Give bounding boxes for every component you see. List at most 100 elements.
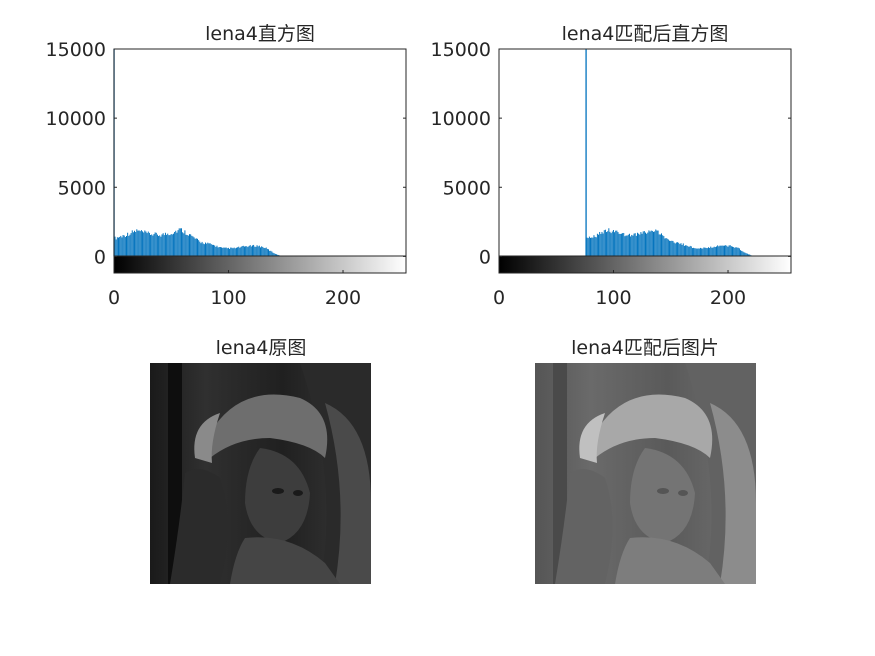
histogram-bar — [672, 240, 674, 257]
histogram-bar — [257, 246, 259, 257]
histogram-bar — [733, 247, 735, 257]
histogram-bar — [205, 242, 207, 257]
histogram-bar — [174, 231, 176, 257]
histogram-bar — [140, 230, 142, 257]
histogram-bar — [128, 235, 130, 257]
histogram-bar — [213, 244, 215, 257]
histogram-bar — [624, 236, 626, 257]
histogram-original: 0 5000 10000 15000 0 100 200 lena4直方图 — [46, 23, 407, 309]
histogram-bar — [130, 233, 132, 257]
histogram-bar — [729, 245, 731, 257]
histogram-bar — [630, 236, 632, 257]
histogram-bar — [207, 242, 209, 257]
histogram-bar — [194, 238, 196, 257]
histogram-bar — [742, 251, 744, 257]
histogram-bar — [595, 237, 597, 257]
histogram-bar — [701, 248, 703, 257]
y-tick-label: 0 — [94, 246, 106, 268]
histogram-bar — [202, 243, 204, 257]
histogram-bar — [606, 232, 608, 257]
histogram-bar — [703, 247, 705, 257]
histogram-bar — [608, 228, 610, 257]
histogram-bar — [135, 231, 137, 257]
histogram-bar — [222, 247, 224, 257]
histogram-bar — [200, 243, 202, 257]
histogram-bar — [119, 236, 121, 257]
histogram-bar — [632, 235, 634, 257]
histogram-bar — [596, 233, 598, 257]
colorbar — [499, 256, 791, 273]
histogram-bar — [131, 230, 133, 257]
histogram-bar — [720, 245, 722, 257]
histogram-bar — [725, 245, 727, 257]
histogram-bar — [628, 233, 630, 257]
chart-title: lena4直方图 — [205, 23, 315, 45]
histogram-bar — [600, 233, 602, 257]
histogram-bar — [743, 252, 745, 257]
histogram-bar — [137, 230, 139, 257]
histogram-bar — [167, 233, 169, 257]
histogram-bar — [620, 233, 622, 257]
histogram-bar — [705, 247, 707, 257]
histogram-bar — [722, 245, 724, 257]
histogram-bar — [230, 247, 232, 257]
histogram-bar — [148, 232, 150, 257]
histogram-bar — [183, 233, 185, 257]
histogram-bar — [154, 232, 156, 257]
histogram-bar — [127, 232, 129, 257]
histogram-bar — [118, 237, 119, 257]
histogram-bar — [231, 247, 233, 257]
histogram-bar — [250, 246, 252, 257]
histogram-matched: 0 5000 10000 15000 0 100 200 lena4匹配后直方图 — [431, 23, 792, 309]
histogram-bar — [223, 247, 225, 257]
histogram-bar — [169, 235, 171, 257]
histogram-bar — [593, 235, 595, 257]
histogram-bar — [710, 246, 712, 257]
histogram-bar — [172, 233, 174, 257]
histogram-bar — [735, 247, 737, 257]
histogram-bar — [677, 242, 679, 257]
chart-title: lena4匹配后直方图 — [562, 23, 729, 45]
histogram-bar — [741, 250, 743, 257]
image-title-original: lena4原图 — [216, 337, 307, 359]
histogram-bar — [147, 231, 149, 257]
histogram-bar — [697, 248, 699, 257]
histogram-bar — [657, 230, 659, 257]
histogram-bar — [610, 233, 612, 257]
histogram-bar — [704, 247, 706, 257]
histogram-bar — [609, 231, 611, 257]
histogram-bar — [215, 246, 217, 257]
histogram-bar — [639, 234, 641, 257]
histogram-bar — [661, 233, 663, 257]
histogram-bar — [155, 232, 157, 257]
histogram-bar — [616, 230, 618, 257]
histogram-bar — [145, 231, 147, 257]
histogram-bar — [744, 252, 746, 257]
histogram-bar — [618, 233, 620, 257]
histogram-bar — [270, 250, 272, 257]
histogram-bar — [656, 230, 658, 257]
histogram-bar — [186, 235, 188, 257]
histogram-bar — [623, 232, 625, 257]
histogram-bar — [241, 246, 243, 257]
histogram-bar — [627, 234, 629, 257]
image-title-matched: lena4匹配后图片 — [571, 337, 719, 359]
histogram-bar — [178, 228, 180, 257]
x-tick-label: 0 — [493, 287, 505, 309]
histogram-bar — [646, 233, 648, 257]
axes-box — [498, 48, 792, 274]
histogram-bar — [586, 237, 588, 257]
histogram-bar — [126, 235, 127, 257]
histogram-bar — [706, 248, 708, 257]
histogram-bar — [176, 232, 178, 257]
histogram-bar — [611, 231, 613, 257]
histogram-bar — [163, 235, 165, 257]
histogram-bar — [153, 234, 155, 257]
histogram-bar — [587, 238, 589, 257]
histogram-bar — [144, 230, 146, 257]
histogram-bar — [256, 245, 258, 257]
histogram-bar — [738, 248, 740, 257]
histogram-bar — [243, 246, 245, 257]
histogram-bar — [728, 245, 730, 257]
histogram-bar — [746, 253, 748, 257]
